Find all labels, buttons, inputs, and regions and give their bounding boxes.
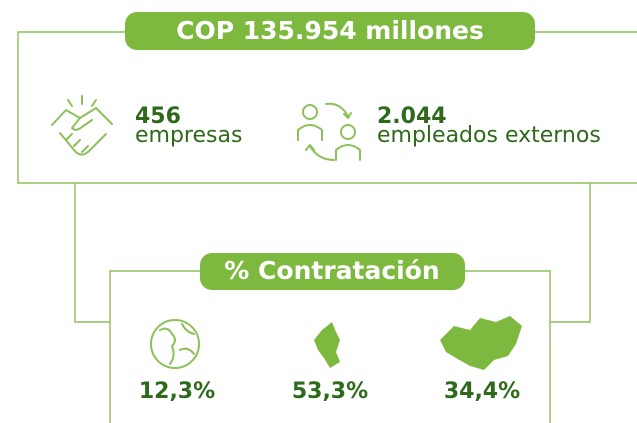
section-title: % Contratación [224,256,439,285]
connector [74,183,591,323]
percent: 53,3% [292,379,368,404]
region-icon [440,316,522,370]
stat-value: 456 [135,104,181,129]
stat-label: empleados externos [377,123,601,148]
title-pill [125,12,535,50]
handshake-icon [51,95,113,156]
percent: 34,4% [444,379,520,404]
globe-icon [150,319,200,369]
frame [17,31,637,184]
stat-label: empresas [135,123,242,148]
section-pill [200,253,465,290]
stat-value: 2.044 [377,104,447,129]
percent: 12,3% [139,379,215,404]
title: COP 135.954 millones [176,16,484,45]
frame [109,270,551,423]
people-icon [297,102,361,161]
country-icon [314,322,340,368]
